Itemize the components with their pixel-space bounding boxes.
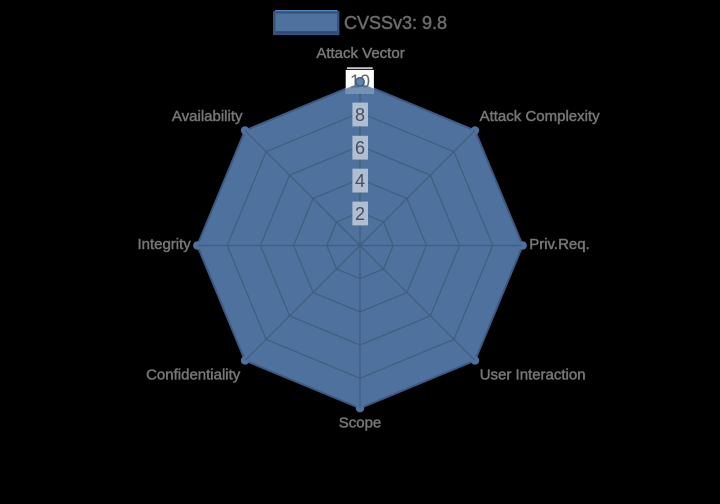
svg-text:Availability: Availability [172, 108, 243, 125]
svg-text:CVSSv3: 9.8: CVSSv3: 9.8 [344, 13, 447, 33]
svg-text:2: 2 [355, 204, 365, 224]
svg-text:Attack Vector: Attack Vector [316, 45, 404, 62]
svg-text:Attack Complexity: Attack Complexity [480, 108, 601, 125]
svg-text:6: 6 [355, 138, 365, 158]
svg-text:Confidentiality: Confidentiality [146, 366, 241, 383]
svg-text:Priv.Req.: Priv.Req. [529, 236, 590, 253]
svg-text:User Interaction: User Interaction [480, 366, 586, 383]
svg-text:8: 8 [355, 105, 365, 125]
svg-text:4: 4 [355, 171, 365, 191]
svg-text:Scope: Scope [339, 415, 382, 432]
svg-text:Integrity: Integrity [137, 236, 191, 253]
